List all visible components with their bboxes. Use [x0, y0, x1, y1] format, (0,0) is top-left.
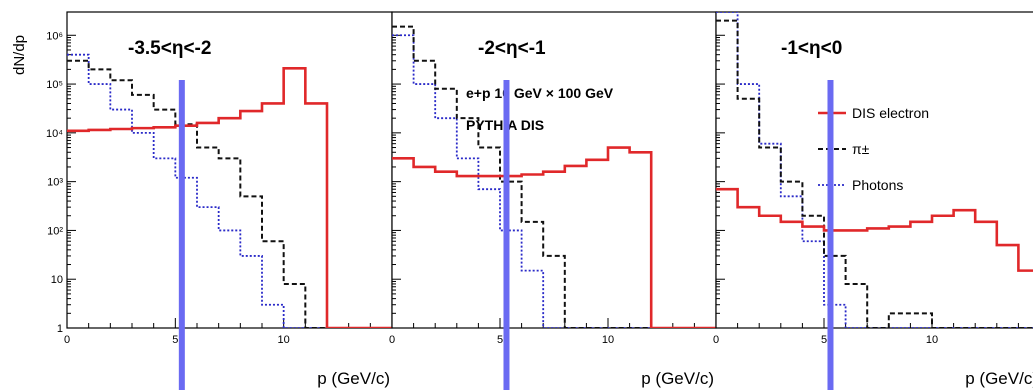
histogram-pion-panel-1 [67, 59, 392, 328]
legend-entry-photons: Photons [852, 177, 903, 193]
cut-marker-panel-2 [503, 80, 510, 390]
x-tick-label: 10 [278, 334, 290, 346]
y-tick-label: 10⁴ [46, 128, 63, 140]
histogram-pion-panel-3 [716, 19, 1033, 328]
panel-2-eta-range-title: -2<η<-1 [478, 38, 546, 59]
legend-box [810, 94, 1030, 204]
panel-2: 0 5 10 p (GeV/c) -2<η<-1 [389, 11, 717, 388]
panel-1-frame [66, 11, 393, 329]
histogram-photons-panel-1 [67, 53, 392, 328]
histogram-photons-panel-2 [392, 34, 716, 328]
legend: DIS electron π± Photons [810, 94, 1030, 204]
histogram-dis-electron-panel-2 [392, 146, 716, 328]
x-tick-label: 5 [497, 334, 503, 346]
x-tick-label: 10 [926, 334, 938, 346]
panel-3-histograms [716, 12, 1033, 328]
x-tick-label: 0 [389, 334, 395, 346]
cut-marker-panel-3 [827, 80, 834, 390]
x-tick-label: 5 [172, 334, 178, 346]
panel-3-eta-range-title: -1<η<0 [781, 38, 842, 59]
x-tick-label: 10 [602, 334, 614, 346]
x-tick-label: 0 [64, 334, 70, 346]
y-tick-label: 10 [51, 274, 63, 286]
x-tick-label: 0 [713, 334, 719, 346]
histogram-dis-electron-panel-1 [67, 67, 392, 328]
y-tick-label: 10³ [47, 177, 63, 189]
histogram-dis-electron-panel-3 [716, 187, 1033, 272]
y-axis-label: dN/dp [11, 35, 28, 75]
legend-entry-dis-electron: DIS electron [852, 105, 929, 121]
x-axis-label-panel-3: p (GeV/c) [965, 369, 1033, 388]
x-axis-label-panel-2: p (GeV/c) [641, 369, 714, 388]
panel-1-eta-range-title: -3.5<η<-2 [128, 38, 211, 59]
panel-1-histograms [67, 53, 392, 328]
y-tick-label: 10⁶ [46, 30, 63, 42]
panel-1: 1 10 10² 10³ 10⁴ 10⁵ 10⁶ 0 5 10 p (GeV/c) -3.5<η<-2 [46, 11, 393, 388]
legend-entry-pion: π± [852, 141, 870, 157]
y-tick-label: 10⁵ [46, 79, 63, 91]
panel-2-histograms [392, 25, 716, 328]
cut-marker-layer [178, 80, 834, 390]
x-tick-label: 5 [821, 334, 827, 346]
annotation-line-collision: e+p 10 GeV × 100 GeV [466, 85, 614, 101]
cut-marker-panel-1 [178, 80, 185, 390]
histogram-pion-panel-2 [392, 25, 716, 328]
x-axis-label-panel-1: p (GeV/c) [317, 369, 390, 388]
y-tick-label: 1 [57, 323, 63, 335]
panel-2-frame [391, 11, 717, 329]
y-tick-label: 10² [47, 225, 63, 237]
